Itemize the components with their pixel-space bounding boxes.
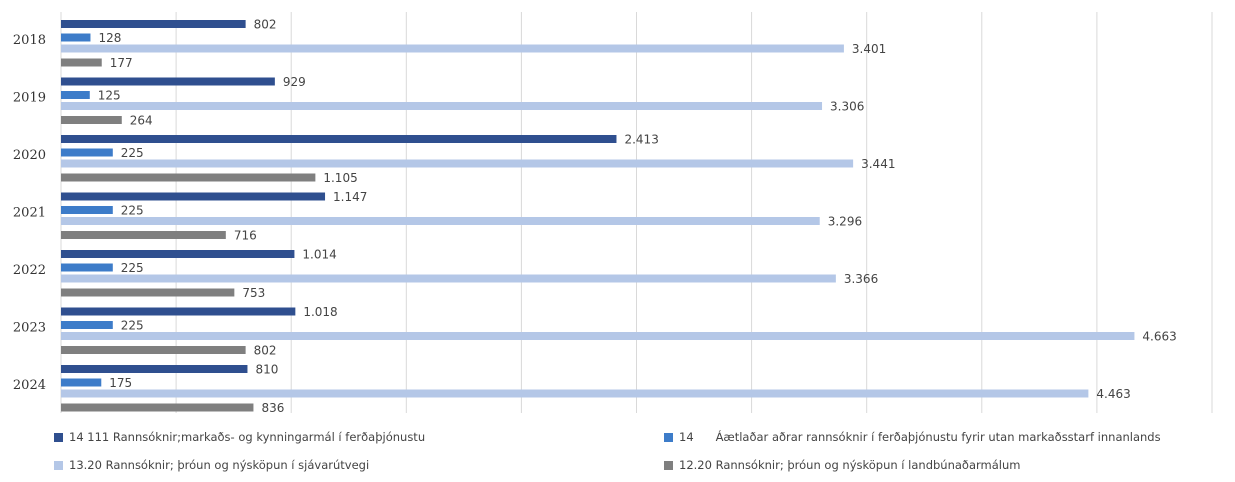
legend-label-series-4: 12.20 Rannsóknir; þróun og nýsköpun í la… [679, 458, 1020, 472]
legend-label-series-2: 14 Áætlaðar aðrar rannsóknir í ferðaþjón… [679, 429, 1161, 444]
bar-2022-series-3 [61, 274, 836, 283]
data-label-2020-series-3: 3.441 [861, 157, 895, 171]
data-label-2020-series-1: 2.413 [624, 133, 658, 147]
bar-2021-series-4 [61, 231, 226, 239]
data-label-2023-series-1: 1.018 [303, 305, 337, 319]
legend-label-series-3: 13.20 Rannsóknir; þróun og nýsköpun í sj… [69, 458, 369, 472]
category-label-2019: 2019 [13, 91, 46, 106]
data-label-2024-series-1: 810 [255, 363, 278, 377]
data-label-2018-series-1: 802 [254, 18, 277, 32]
category-label-2024: 2024 [13, 378, 46, 393]
legend-swatch-series-4 [664, 461, 673, 470]
data-label-2018-series-4: 177 [110, 56, 133, 70]
data-label-2019-series-4: 264 [130, 114, 153, 128]
data-label-2021-series-2: 225 [121, 204, 144, 218]
bar-2021-series-1 [61, 192, 326, 201]
bar-2024-series-2 [61, 378, 102, 387]
data-label-2020-series-4: 1.105 [323, 171, 357, 185]
data-label-2024-series-4: 836 [261, 401, 284, 415]
data-label-2021-series-3: 3.296 [828, 215, 862, 229]
bar-2024-series-4 [61, 403, 254, 412]
data-labels: 802 128 3.401 177 929 125 3.306 264 2.413 225 3.44… [98, 18, 1177, 416]
category-label-2021: 2021 [13, 206, 46, 221]
bar-2018-series-1 [61, 20, 246, 28]
bars [61, 20, 1135, 412]
data-label-2019-series-2: 125 [98, 89, 121, 103]
category-label-2022: 2022 [13, 263, 46, 278]
data-label-2018-series-2: 128 [98, 31, 121, 45]
bar-2019-series-3 [61, 102, 823, 110]
data-label-2021-series-1: 1.147 [333, 190, 367, 204]
legend-swatch-series-1 [54, 433, 63, 442]
bar-2019-series-1 [61, 77, 275, 86]
bar-2022-series-1 [61, 250, 295, 258]
legend-swatch-series-3 [54, 461, 63, 470]
bar-2021-series-3 [61, 217, 820, 225]
bar-2023-series-1 [61, 307, 296, 316]
data-label-2019-series-3: 3.306 [830, 100, 864, 114]
category-label-2023: 2023 [13, 321, 46, 336]
category-label-2018: 2018 [13, 33, 46, 48]
category-label-2020: 2020 [13, 148, 46, 163]
bar-2021-series-2 [61, 206, 113, 214]
data-label-2022-series-2: 225 [121, 261, 144, 275]
data-label-2021-series-4: 716 [234, 229, 257, 243]
bar-2019-series-4 [61, 116, 122, 124]
bar-2023-series-4 [61, 346, 246, 354]
data-label-2023-series-2: 225 [121, 319, 144, 333]
data-label-2024-series-2: 175 [109, 376, 132, 390]
bar-2023-series-3 [61, 332, 1135, 340]
data-label-2020-series-2: 225 [121, 146, 144, 160]
legend: 14 111 Rannsóknir;markaðs- og kynningarm… [54, 429, 1161, 472]
data-label-2022-series-4: 753 [242, 286, 265, 300]
data-label-2023-series-3: 4.663 [1142, 330, 1176, 344]
data-label-2024-series-3: 4.463 [1096, 387, 1130, 401]
data-label-2018-series-3: 3.401 [852, 42, 886, 56]
bar-2022-series-4 [61, 288, 235, 297]
bar-2020-series-2 [61, 148, 113, 157]
bar-2018-series-4 [61, 58, 102, 67]
bar-2020-series-4 [61, 173, 316, 182]
bar-2018-series-2 [61, 33, 91, 42]
bar-2019-series-2 [61, 91, 90, 99]
bar-2020-series-1 [61, 135, 617, 143]
legend-label-series-1: 14 111 Rannsóknir;markaðs- og kynningarm… [69, 430, 425, 444]
data-label-2019-series-1: 929 [283, 75, 306, 89]
data-label-2022-series-1: 1.014 [302, 248, 336, 262]
bar-2018-series-3 [61, 44, 844, 53]
bar-2023-series-2 [61, 321, 113, 329]
bar-2024-series-3 [61, 389, 1089, 398]
data-label-2023-series-4: 802 [254, 344, 277, 358]
bar-2024-series-1 [61, 365, 248, 373]
bar-2022-series-2 [61, 263, 113, 272]
legend-swatch-series-2 [664, 433, 673, 442]
bar-2020-series-3 [61, 159, 854, 168]
data-label-2022-series-3: 3.366 [844, 272, 878, 286]
category-axis: 2018 2019 2020 2021 2022 2023 2024 [13, 33, 46, 393]
